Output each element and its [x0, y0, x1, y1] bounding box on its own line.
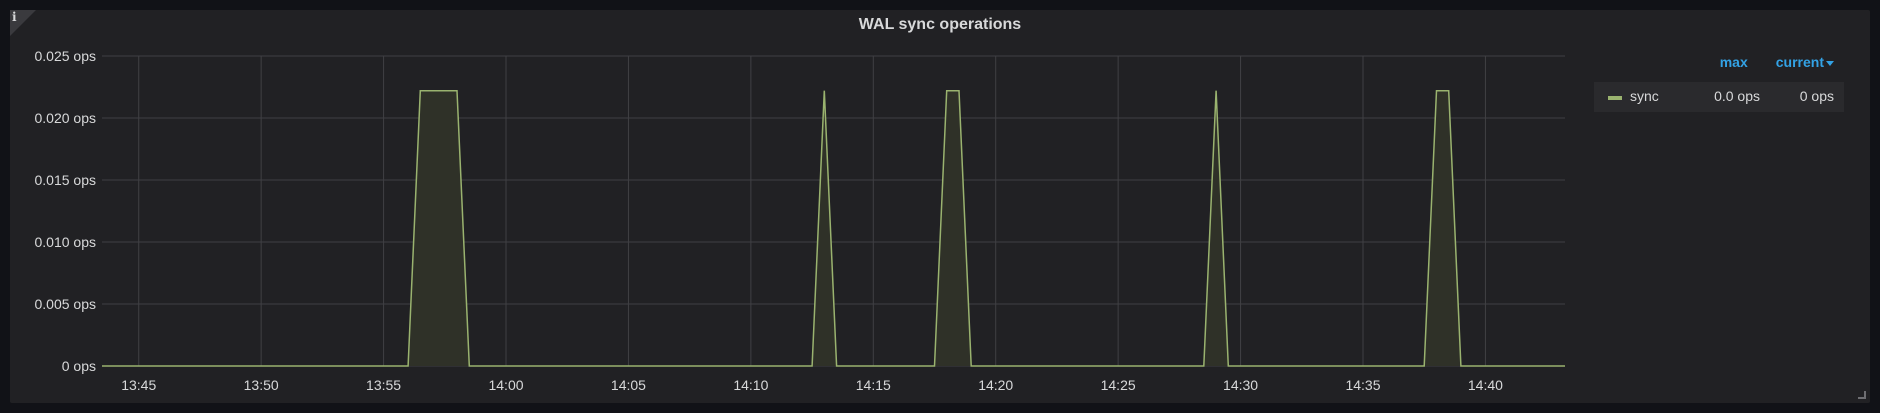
caret-down-icon [1826, 60, 1834, 66]
legend-header: max current [1706, 54, 1834, 70]
x-tick-label: 14:30 [1223, 377, 1258, 393]
x-tick-label: 13:50 [244, 377, 279, 393]
x-tick-label: 14:00 [488, 377, 523, 393]
y-tick-label: 0.020 ops [35, 110, 97, 126]
panel-title[interactable]: WAL sync operations [858, 16, 1022, 33]
legend-current-value: 0 ops [1799, 88, 1834, 104]
y-tick-label: 0.015 ops [35, 172, 97, 188]
x-tick-label: 14:15 [856, 377, 891, 393]
legend-swatch [1608, 96, 1622, 100]
x-tick-label: 14:10 [733, 377, 768, 393]
graph-panel: i WAL sync operations 0 ops 0.005 ops 0.01… [10, 10, 1870, 403]
y-tick-label: 0.025 ops [35, 48, 97, 64]
series-area-sync [102, 90, 1565, 366]
x-tick-label: 14:20 [978, 377, 1013, 393]
legend-series-name: sync [1630, 88, 1659, 104]
legend-column-max[interactable]: max [1719, 54, 1748, 70]
chart-area: 0 ops 0.005 ops 0.010 ops 0.015 ops 0.020 op… [35, 48, 1565, 393]
panel-resize-handle[interactable] [1858, 391, 1866, 399]
legend-column-current[interactable]: current [1762, 54, 1834, 70]
info-icon[interactable]: i [12, 10, 17, 24]
x-tick-label: 14:25 [1101, 377, 1136, 393]
x-tick-label: 14:35 [1345, 377, 1380, 393]
legend-max-value: 0.0 ops [1714, 88, 1760, 104]
series-line-sync [102, 89, 1565, 367]
y-tick-label: 0.010 ops [35, 234, 97, 250]
legend-column-current-label: current [1775, 54, 1824, 70]
x-tick-label: 14:05 [611, 377, 646, 393]
x-tick-label: 13:55 [366, 377, 401, 393]
y-tick-label: 0.005 ops [35, 296, 97, 312]
legend-item-sync[interactable]: sync 0.0 ops 0 ops [1594, 82, 1844, 112]
x-tick-label: 13:45 [121, 377, 156, 393]
panel-info-corner[interactable] [10, 10, 36, 36]
y-tick-label: 0 ops [62, 358, 96, 374]
x-tick-label: 14:40 [1468, 377, 1503, 393]
